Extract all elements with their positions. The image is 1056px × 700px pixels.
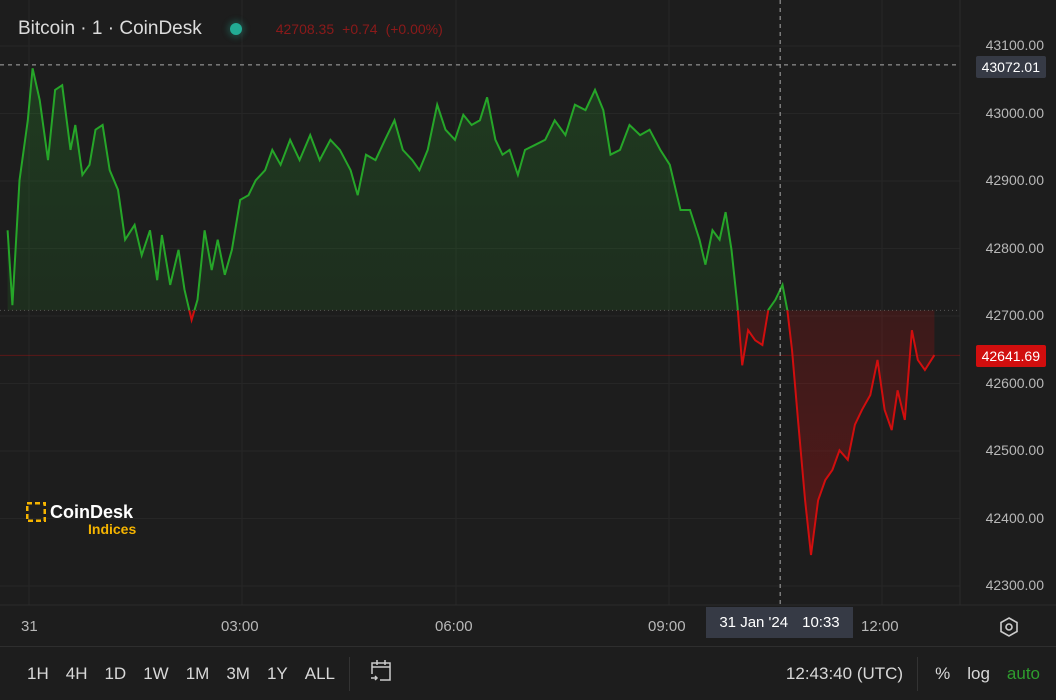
price-change-percent: (+0.00%)	[385, 21, 443, 37]
bottom-toolbar: 1H 4H 1D 1W 1M 3M 1Y ALL 12:43:40 (UTC) …	[0, 646, 1056, 700]
auto-scale-toggle[interactable]: auto	[1006, 663, 1040, 683]
market-status-icon	[229, 23, 242, 35]
x-tick-label: 03:00	[221, 618, 259, 635]
coindesk-logo-icon	[26, 502, 46, 522]
settings-icon[interactable]	[998, 616, 1020, 638]
price-line-above-baseline	[6, 68, 789, 311]
y-tick-label: 42600.00	[985, 374, 1044, 391]
go-to-date-calendar-icon[interactable]	[368, 658, 394, 689]
log-scale-toggle[interactable]: log	[967, 663, 990, 683]
last-price: 42708.35	[275, 21, 335, 37]
crosshair-price-label: 43072.01	[975, 56, 1046, 78]
logo-subtitle: Indices	[88, 521, 137, 537]
range-4h[interactable]: 4H	[65, 663, 88, 683]
y-tick-label: 43000.00	[985, 104, 1044, 121]
range-all[interactable]: ALL	[304, 663, 335, 683]
price-chart[interactable]	[0, 0, 1056, 646]
divider	[917, 656, 919, 691]
x-tick-label: 31	[21, 618, 38, 635]
crosshair-date: 31 Jan '24	[719, 614, 789, 631]
price-line-below-baseline	[188, 310, 936, 556]
range-1m[interactable]: 1M	[185, 663, 210, 683]
range-1d[interactable]: 1D	[104, 663, 127, 683]
y-tick-label: 42900.00	[985, 172, 1044, 188]
y-tick-label: 42800.00	[985, 239, 1044, 256]
coindesk-logo: CoinDesk Indices	[26, 502, 136, 536]
y-tick-label: 42400.00	[985, 509, 1044, 526]
logo-name: CoinDesk	[50, 502, 134, 522]
y-tick-label: 43100.00	[985, 37, 1044, 53]
clock-utc[interactable]: 12:43:40 (UTC)	[785, 663, 904, 683]
chart-header: Bitcoin · 1 · CoinDesk 42708.35 +0.74 (+…	[18, 18, 443, 40]
range-1h[interactable]: 1H	[27, 663, 49, 683]
range-3m[interactable]: 3M	[226, 663, 250, 683]
area-fill-below	[7, 310, 935, 555]
x-tick-label: 09:00	[648, 618, 686, 635]
symbol-title[interactable]: Bitcoin · 1 · CoinDesk	[18, 18, 202, 39]
current-price-label: 42641.69	[975, 345, 1046, 367]
x-tick-label: 12:00	[861, 618, 899, 635]
range-1y[interactable]: 1Y	[266, 663, 288, 683]
area-fill-above	[7, 68, 788, 311]
quote-values: 42708.35 +0.74 (+0.00%)	[276, 21, 443, 37]
percent-scale-toggle[interactable]: %	[935, 663, 951, 683]
y-tick-label: 42700.00	[985, 307, 1044, 323]
price-change: +0.74	[342, 21, 378, 37]
x-tick-label: 06:00	[435, 618, 473, 635]
crosshair-time-label: 31 Jan '24 10:33	[706, 607, 853, 638]
crosshair-time: 10:33	[802, 614, 840, 631]
y-tick-label: 42300.00	[985, 577, 1044, 593]
y-tick-label: 42500.00	[985, 442, 1044, 458]
range-1w[interactable]: 1W	[143, 663, 169, 683]
divider	[349, 656, 350, 691]
